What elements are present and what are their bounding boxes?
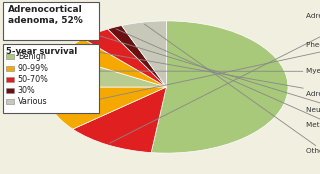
Text: Myelolipoma, 8%: Myelolipoma, 8%: [52, 68, 320, 74]
FancyBboxPatch shape: [6, 88, 14, 93]
Text: 5-year survival: 5-year survival: [6, 47, 78, 56]
Text: Benign: Benign: [18, 52, 46, 61]
FancyBboxPatch shape: [6, 66, 14, 70]
Text: 90-99%: 90-99%: [18, 64, 49, 73]
FancyBboxPatch shape: [6, 54, 14, 59]
Text: Adrenocortical
adenoma, 52%: Adrenocortical adenoma, 52%: [8, 5, 83, 25]
FancyBboxPatch shape: [6, 77, 14, 82]
Text: 50-70%: 50-70%: [18, 75, 49, 84]
Wedge shape: [151, 21, 288, 153]
Wedge shape: [45, 55, 166, 87]
Text: Other, 6%: Other, 6%: [144, 24, 320, 154]
Wedge shape: [108, 26, 166, 87]
Text: Adrenocortical carcinoma, 12%: Adrenocortical carcinoma, 12%: [109, 13, 320, 143]
Text: Pheochromocytoma, 11%: Pheochromocytoma, 11%: [55, 42, 320, 109]
Text: Metastases, 2%: Metastases, 2%: [116, 29, 320, 128]
Text: Various: Various: [18, 97, 47, 106]
FancyBboxPatch shape: [3, 2, 99, 40]
Text: 30%: 30%: [18, 86, 36, 95]
Wedge shape: [45, 87, 166, 129]
FancyBboxPatch shape: [6, 99, 14, 104]
Wedge shape: [83, 29, 166, 87]
FancyBboxPatch shape: [3, 44, 99, 113]
Text: Adrenal cyst, 5%: Adrenal cyst, 5%: [73, 48, 320, 97]
Wedge shape: [122, 21, 166, 87]
Wedge shape: [73, 87, 166, 153]
Text: Neuronal tumor, 4%: Neuronal tumor, 4%: [97, 35, 320, 113]
Wedge shape: [60, 39, 166, 87]
